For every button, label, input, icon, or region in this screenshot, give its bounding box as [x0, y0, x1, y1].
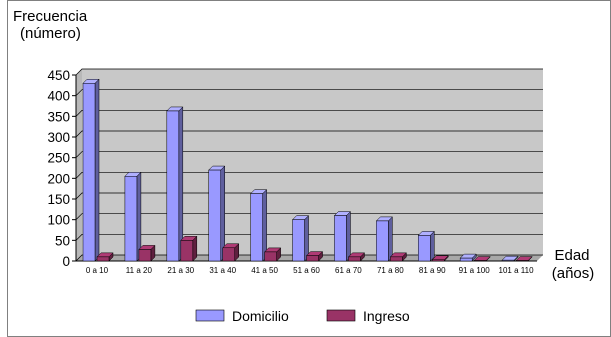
gridlines [75, 68, 543, 262]
bars [82, 78, 533, 262]
legend-label-domicilio: Domicilio [232, 308, 289, 324]
gridline [75, 151, 543, 158]
plot-side-wall [76, 69, 82, 261]
bar-front [418, 235, 431, 262]
bar-front [390, 256, 403, 262]
gridline [75, 192, 543, 200]
bar-front [96, 256, 110, 262]
y-tick-label: 400 [47, 89, 70, 104]
bar-front [124, 176, 138, 262]
bar-side [178, 106, 184, 262]
x-tick-label: 101 a 110 [499, 266, 535, 275]
bar-front [222, 247, 235, 262]
bar-front [432, 259, 445, 262]
bar-ingreso-0 [96, 252, 114, 262]
y-tick-label: 300 [47, 130, 70, 145]
x-axis-label-line2: (años) [552, 265, 595, 282]
bar-front [306, 255, 319, 262]
gridline [75, 213, 543, 220]
x-tick-label: 51 a 60 [293, 266, 320, 275]
bar-domicilio-3 [208, 165, 226, 262]
bar-ingreso-4 [264, 247, 282, 262]
bar-side [388, 216, 393, 262]
bar-domicilio-4 [250, 189, 268, 262]
y-axis-ticks: 0 50 100 150 200 250 300 350 400 450 [47, 68, 537, 269]
gridline [75, 68, 543, 76]
x-tick-label: 81 a 90 [419, 266, 446, 275]
legend-swatch-domicilio [195, 309, 225, 322]
bar-domicilio-0 [82, 78, 100, 262]
x-tick-label: 91 a 100 [459, 266, 491, 275]
bar-ingreso-8 [431, 255, 449, 262]
plot-back-wall [82, 69, 543, 255]
bar-front [138, 249, 152, 262]
bar-domicilio-9 [459, 253, 477, 262]
x-tick-label: 61 a 70 [335, 266, 362, 275]
gridline [75, 171, 543, 179]
bar-front [180, 240, 194, 262]
y-tick-label: 150 [47, 192, 70, 207]
bar-ingreso-10 [515, 255, 533, 262]
x-tick-label: 11 a 20 [126, 266, 153, 275]
y-axis-label-line1: Frecuencia [13, 8, 88, 25]
x-tick-label: 0 a 10 [86, 266, 109, 275]
bar-ingreso-7 [389, 252, 407, 262]
x-tick-label: 41 a 50 [251, 266, 278, 275]
bar-ingreso-6 [347, 252, 366, 262]
y-tick-label: 250 [47, 151, 70, 166]
bar-front [166, 110, 180, 262]
bar-domicilio-10 [501, 255, 519, 262]
gridline [75, 130, 543, 138]
bar-ingreso-9 [473, 255, 491, 262]
y-tick-label: 350 [47, 109, 70, 124]
bar-ingreso-3 [222, 243, 240, 262]
bar-front [292, 219, 305, 262]
plot-area [76, 69, 543, 261]
bar-front [82, 83, 96, 262]
legend-label-ingreso: Ingreso [363, 308, 410, 324]
y-tick-label: 450 [47, 68, 70, 83]
bar-ingreso-1 [138, 244, 156, 262]
bar-front [334, 215, 347, 262]
y-tick-label: 100 [47, 213, 70, 228]
bar-front [348, 256, 361, 262]
bar-front [250, 193, 263, 262]
y-axis-label-line2: (número) [20, 25, 81, 42]
x-tick-label: 71 a 80 [377, 266, 404, 275]
x-axis-ticks: 0 a 10 11 a 20 21 a 30 31 a 40 41 a 50 51 a 6… [86, 266, 534, 275]
bar-ingreso-5 [305, 251, 324, 262]
bar-front [208, 169, 221, 262]
bar-domicilio-6 [333, 210, 352, 262]
bar-front [264, 251, 277, 262]
bar-front [459, 257, 473, 262]
gridline [75, 89, 543, 96]
gridline [75, 109, 543, 117]
x-tick-label: 31 a 40 [209, 266, 236, 275]
bar-front [501, 259, 515, 262]
x-axis-label-line1: Edad [554, 247, 589, 264]
bar-side [94, 78, 100, 262]
y-tick-label: 0 [62, 254, 70, 269]
x-tick-label: 21 a 30 [167, 266, 194, 275]
bar-front [376, 220, 389, 262]
bar-domicilio-8 [417, 230, 435, 262]
y-tick-label: 200 [47, 171, 70, 186]
y-tick-label: 50 [55, 233, 70, 248]
bar-domicilio-5 [291, 215, 310, 262]
bar-side [430, 230, 435, 262]
bar-domicilio-1 [124, 171, 142, 262]
bar-domicilio-2 [166, 106, 184, 262]
legend: Domicilio Ingreso [195, 308, 410, 324]
legend-swatch-ingreso [326, 309, 356, 322]
bar-ingreso-2 [180, 235, 198, 262]
bar-domicilio-7 [375, 216, 393, 262]
bar-side [346, 210, 351, 262]
